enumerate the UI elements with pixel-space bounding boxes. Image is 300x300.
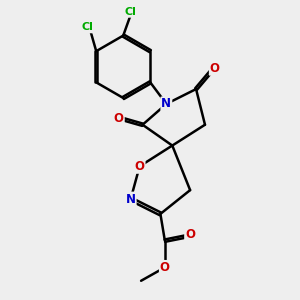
Text: O: O xyxy=(210,62,220,75)
Text: O: O xyxy=(114,112,124,125)
Text: N: N xyxy=(161,98,171,110)
Text: Cl: Cl xyxy=(125,7,136,17)
Text: N: N xyxy=(126,193,136,206)
Text: O: O xyxy=(135,160,145,173)
Text: O: O xyxy=(160,261,170,274)
Text: O: O xyxy=(185,228,195,241)
Text: Cl: Cl xyxy=(81,22,93,32)
